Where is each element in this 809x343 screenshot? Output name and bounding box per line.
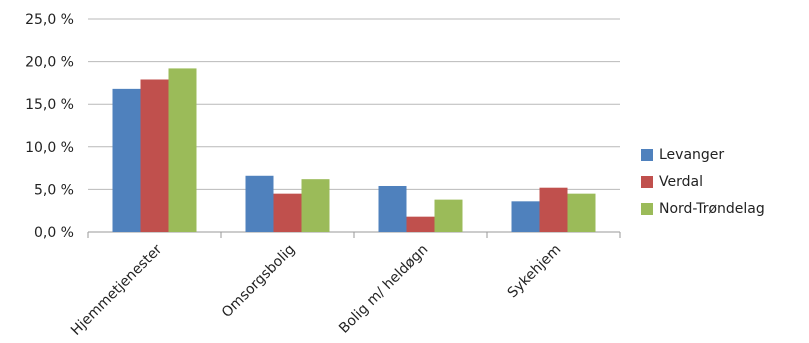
bar-levanger-2: [245, 175, 274, 232]
legend-label-verdal: Verdal: [659, 173, 703, 190]
bar-verdal-1: [140, 79, 169, 232]
y-tick-label: 0,0 %: [34, 225, 74, 241]
bar-verdal-3: [406, 216, 435, 232]
y-tick-label: 10,0 %: [25, 140, 74, 156]
bar-levanger-1: [112, 88, 141, 232]
legend-item-nord-trondelag: Nord-Trøndelag: [641, 195, 765, 222]
bar-verdal-4: [539, 187, 568, 232]
legend-swatch-nord-trondelag: [641, 202, 653, 215]
legend-swatch-verdal: [641, 175, 653, 188]
legend-swatch-levanger: [641, 148, 653, 161]
y-tick-label: 15,0 %: [25, 97, 74, 113]
legend-label-nord-trondelag: Nord-Trøndelag: [659, 200, 765, 217]
y-tick-label: 5,0 %: [34, 182, 74, 198]
y-axis-ticks: 0,0 % 5,0 % 10,0 % 15,0 % 20,0 % 25,0 %: [25, 12, 74, 241]
legend-item-verdal: Verdal: [641, 168, 765, 195]
x-axis-labels: Hjemmetjenester Omsorgsbolig Bolig m/ held…: [68, 241, 564, 338]
y-tick-label: 20,0 %: [25, 55, 74, 71]
legend-label-levanger: Levanger: [659, 146, 725, 163]
bar-nord-tr-ndelag-3: [434, 199, 463, 232]
x-tick-label: Omsorgsbolig: [219, 242, 298, 321]
bar-levanger-4: [511, 201, 540, 232]
bar-verdal-2: [273, 193, 302, 232]
x-tick-label: Sykehjem: [505, 242, 565, 302]
bar-levanger-3: [378, 185, 407, 232]
bar-nord-tr-ndelag-2: [301, 179, 330, 232]
x-tick-label: Hjemmetjenester: [68, 241, 165, 338]
legend: Levanger Verdal Nord-Trøndelag: [641, 141, 765, 222]
x-tick-label: Bolig m/ heldøgn: [336, 242, 431, 337]
y-tick-label: 25,0 %: [25, 12, 74, 28]
bar-nord-tr-ndelag-1: [168, 68, 197, 232]
legend-item-levanger: Levanger: [641, 141, 765, 168]
bars: [112, 68, 596, 232]
bar-nord-tr-ndelag-4: [567, 193, 596, 232]
